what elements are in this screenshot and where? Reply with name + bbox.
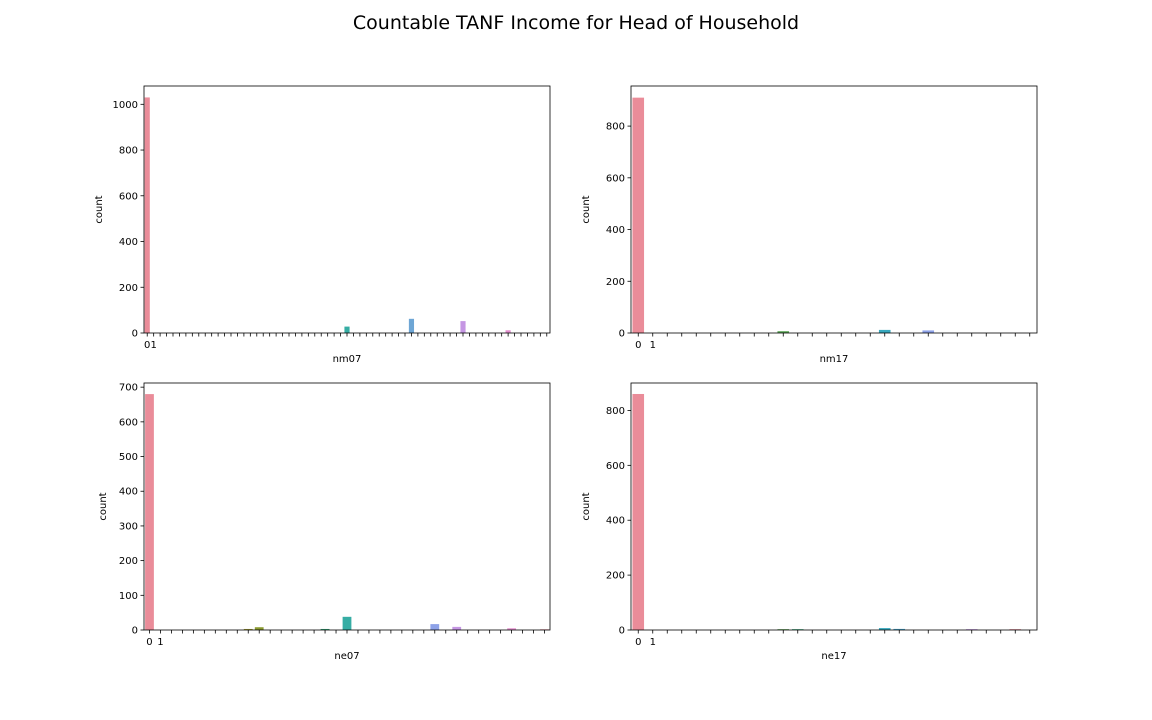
y-tick-label: 0 [619, 626, 625, 637]
y-tick-label: 400 [606, 516, 625, 527]
bar-ne07-4 [342, 616, 352, 630]
y-tick-label: 700 [119, 383, 138, 394]
y-tick-label: 800 [606, 406, 625, 417]
axes-frame [630, 382, 1038, 631]
bar-nm07-4 [505, 330, 511, 333]
bar-nm07-3 [460, 321, 466, 333]
bar-nm17-1 [777, 331, 790, 333]
x-axis-label: ne17 [821, 651, 846, 662]
y-tick-label: 500 [119, 452, 138, 463]
bar-nm17-2 [878, 329, 891, 333]
y-tick-label: 400 [119, 487, 138, 498]
y-tick-label: 400 [119, 237, 138, 248]
y-axis-label: count [581, 492, 592, 520]
y-tick-label: 200 [119, 556, 138, 567]
bar-ne17-2 [791, 629, 804, 630]
y-tick-label: 800 [119, 146, 138, 157]
y-tick-label: 400 [606, 225, 625, 236]
y-tick-label: 200 [606, 571, 625, 582]
bar-ne07-0 [145, 394, 154, 630]
bar-nm07-1 [344, 326, 350, 333]
bar-ne17-1 [777, 629, 790, 630]
axes-frame [143, 382, 551, 631]
bar-ne07-1 [243, 628, 253, 630]
y-tick-label: 1000 [113, 100, 138, 111]
bar-ne17-5 [965, 629, 978, 630]
y-tick-label: 0 [132, 329, 138, 340]
x-tick-label: 0 [146, 637, 152, 648]
x-tick-label: 1 [150, 340, 156, 351]
y-tick-label: 600 [119, 191, 138, 202]
y-tick-label: 100 [119, 591, 138, 602]
y-tick-label: 0 [132, 626, 138, 637]
bar-ne07-6 [452, 626, 462, 630]
axes-frame [630, 85, 1038, 334]
bar-ne17-6 [1009, 629, 1022, 630]
x-tick-label: 1 [157, 637, 163, 648]
x-tick-label: 1 [650, 340, 656, 351]
bar-nm07-2 [408, 318, 415, 333]
bar-ne07-5 [430, 624, 440, 630]
axes-frame [143, 85, 551, 334]
x-tick-label: 1 [650, 637, 656, 648]
x-axis-label: nm17 [820, 354, 849, 365]
y-tick-label: 800 [606, 122, 625, 133]
bar-ne07-7 [507, 628, 516, 630]
y-tick-label: 200 [119, 283, 138, 294]
y-axis-label: count [94, 195, 105, 223]
x-tick-label: 0 [635, 637, 641, 648]
bar-nm17-3 [922, 330, 935, 333]
y-tick-label: 600 [606, 461, 625, 472]
y-tick-label: 300 [119, 521, 138, 532]
x-tick-label: 0 [635, 340, 641, 351]
x-axis-label: ne07 [334, 651, 359, 662]
x-axis-label: nm07 [333, 354, 362, 365]
bar-ne17-3 [878, 628, 891, 630]
y-tick-label: 600 [119, 417, 138, 428]
bar-ne07-2 [254, 627, 264, 630]
bar-ne17-4 [893, 628, 906, 630]
y-tick-label: 600 [606, 173, 625, 184]
figure-title: Countable TANF Income for Head of Househ… [353, 12, 799, 34]
y-tick-label: 0 [619, 329, 625, 340]
y-axis-label: count [581, 195, 592, 223]
bar-nm07-0 [144, 97, 150, 333]
bar-ne17-0 [632, 393, 645, 630]
y-tick-label: 200 [606, 277, 625, 288]
bar-nm17-0 [632, 97, 645, 333]
y-axis-label: count [98, 492, 109, 520]
bar-ne07-3 [320, 628, 330, 630]
x-tick-label: 0 [144, 340, 150, 351]
